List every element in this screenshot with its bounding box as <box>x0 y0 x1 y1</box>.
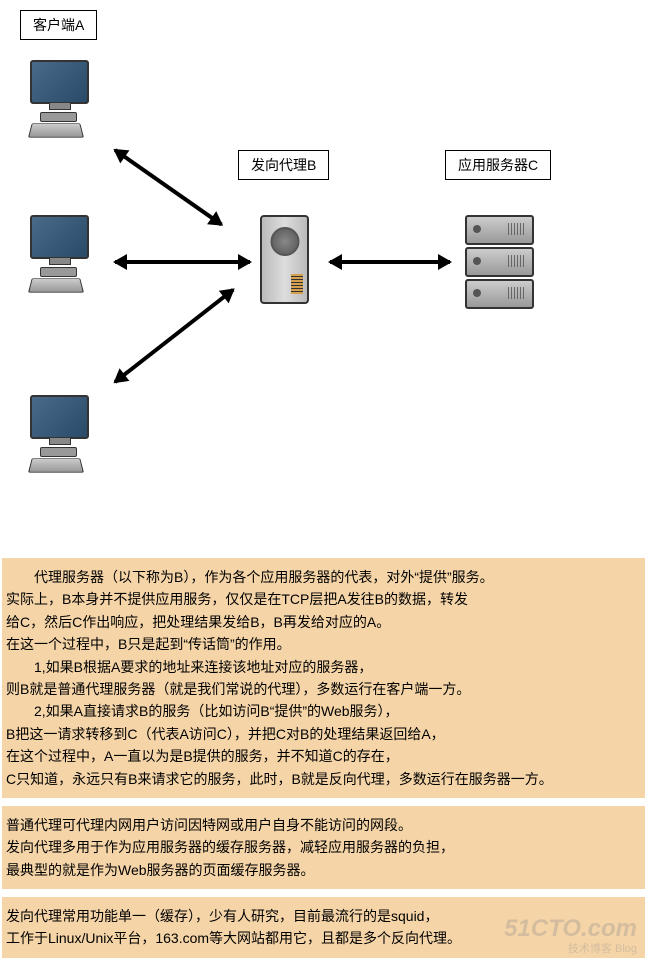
watermark-sub: 技术博客 Blog <box>568 940 637 956</box>
text-line: C只知道，永远只有B来请求它的服务，此时，B就是反向代理，多数运行在服务器一方。 <box>6 768 641 790</box>
explanation-block-2: 普通代理可代理内网用户访问因特网或用户自身不能访问的网段。发向代理多用于作为应用… <box>2 806 645 889</box>
arrow-client2-proxy <box>115 260 250 264</box>
arrow-client3-proxy <box>114 288 235 384</box>
app-server-rack-icon <box>465 215 535 305</box>
text-line: 2,如果A直接请求B的服务（比如访问B“提供”的Web服务）， <box>6 700 641 722</box>
client-computer-3 <box>30 395 110 475</box>
text-line: 代理服务器（以下称为B），作为各个应用服务器的代表，对外“提供”服务。 <box>6 566 641 588</box>
proxy-b-label: 发向代理B <box>238 150 329 180</box>
arrow-proxy-server <box>330 260 450 264</box>
arrow-client1-proxy <box>114 148 223 226</box>
label-text: 客户端A <box>33 17 84 33</box>
server-c-label: 应用服务器C <box>445 150 551 180</box>
text-line: 1,如果B根据A要求的地址来连接该地址对应的服务器， <box>6 656 641 678</box>
label-text: 应用服务器C <box>458 157 538 173</box>
text-line: 在这个过程中，A一直以为是B提供的服务，并不知道C的存在， <box>6 745 641 767</box>
proxy-server-icon <box>260 215 320 315</box>
text-line: 则B就是普通代理服务器（就是我们常说的代理），多数运行在客户端一方。 <box>6 678 641 700</box>
client-computer-1 <box>30 60 110 140</box>
text-line: 给C，然后C作出响应，把处理结果发给B，B再发给对应的A。 <box>6 611 641 633</box>
text-line: 发向代理多用于作为应用服务器的缓存服务器，减轻应用服务器的负担， <box>6 836 641 858</box>
explanation-block-1: 代理服务器（以下称为B），作为各个应用服务器的代表，对外“提供”服务。实际上，B… <box>2 558 645 798</box>
client-computer-2 <box>30 215 110 295</box>
watermark-main: 51CTO.com <box>504 915 637 943</box>
label-text: 发向代理B <box>251 157 316 173</box>
text-line: 在这一个过程中，B只是起到“传话筒”的作用。 <box>6 633 641 655</box>
text-line: B把这一请求转移到C（代表A访问C），并把C对B的处理结果返回给A， <box>6 723 641 745</box>
network-diagram: 客户端A 发向代理B 应用服务器C <box>0 0 647 550</box>
client-a-label: 客户端A <box>20 10 97 40</box>
text-line: 最典型的就是作为Web服务器的页面缓存服务器。 <box>6 859 641 881</box>
text-line: 实际上，B本身并不提供应用服务，仅仅是在TCP层把A发往B的数据，转发 <box>6 588 641 610</box>
text-line: 普通代理可代理内网用户访问因特网或用户自身不能访问的网段。 <box>6 814 641 836</box>
